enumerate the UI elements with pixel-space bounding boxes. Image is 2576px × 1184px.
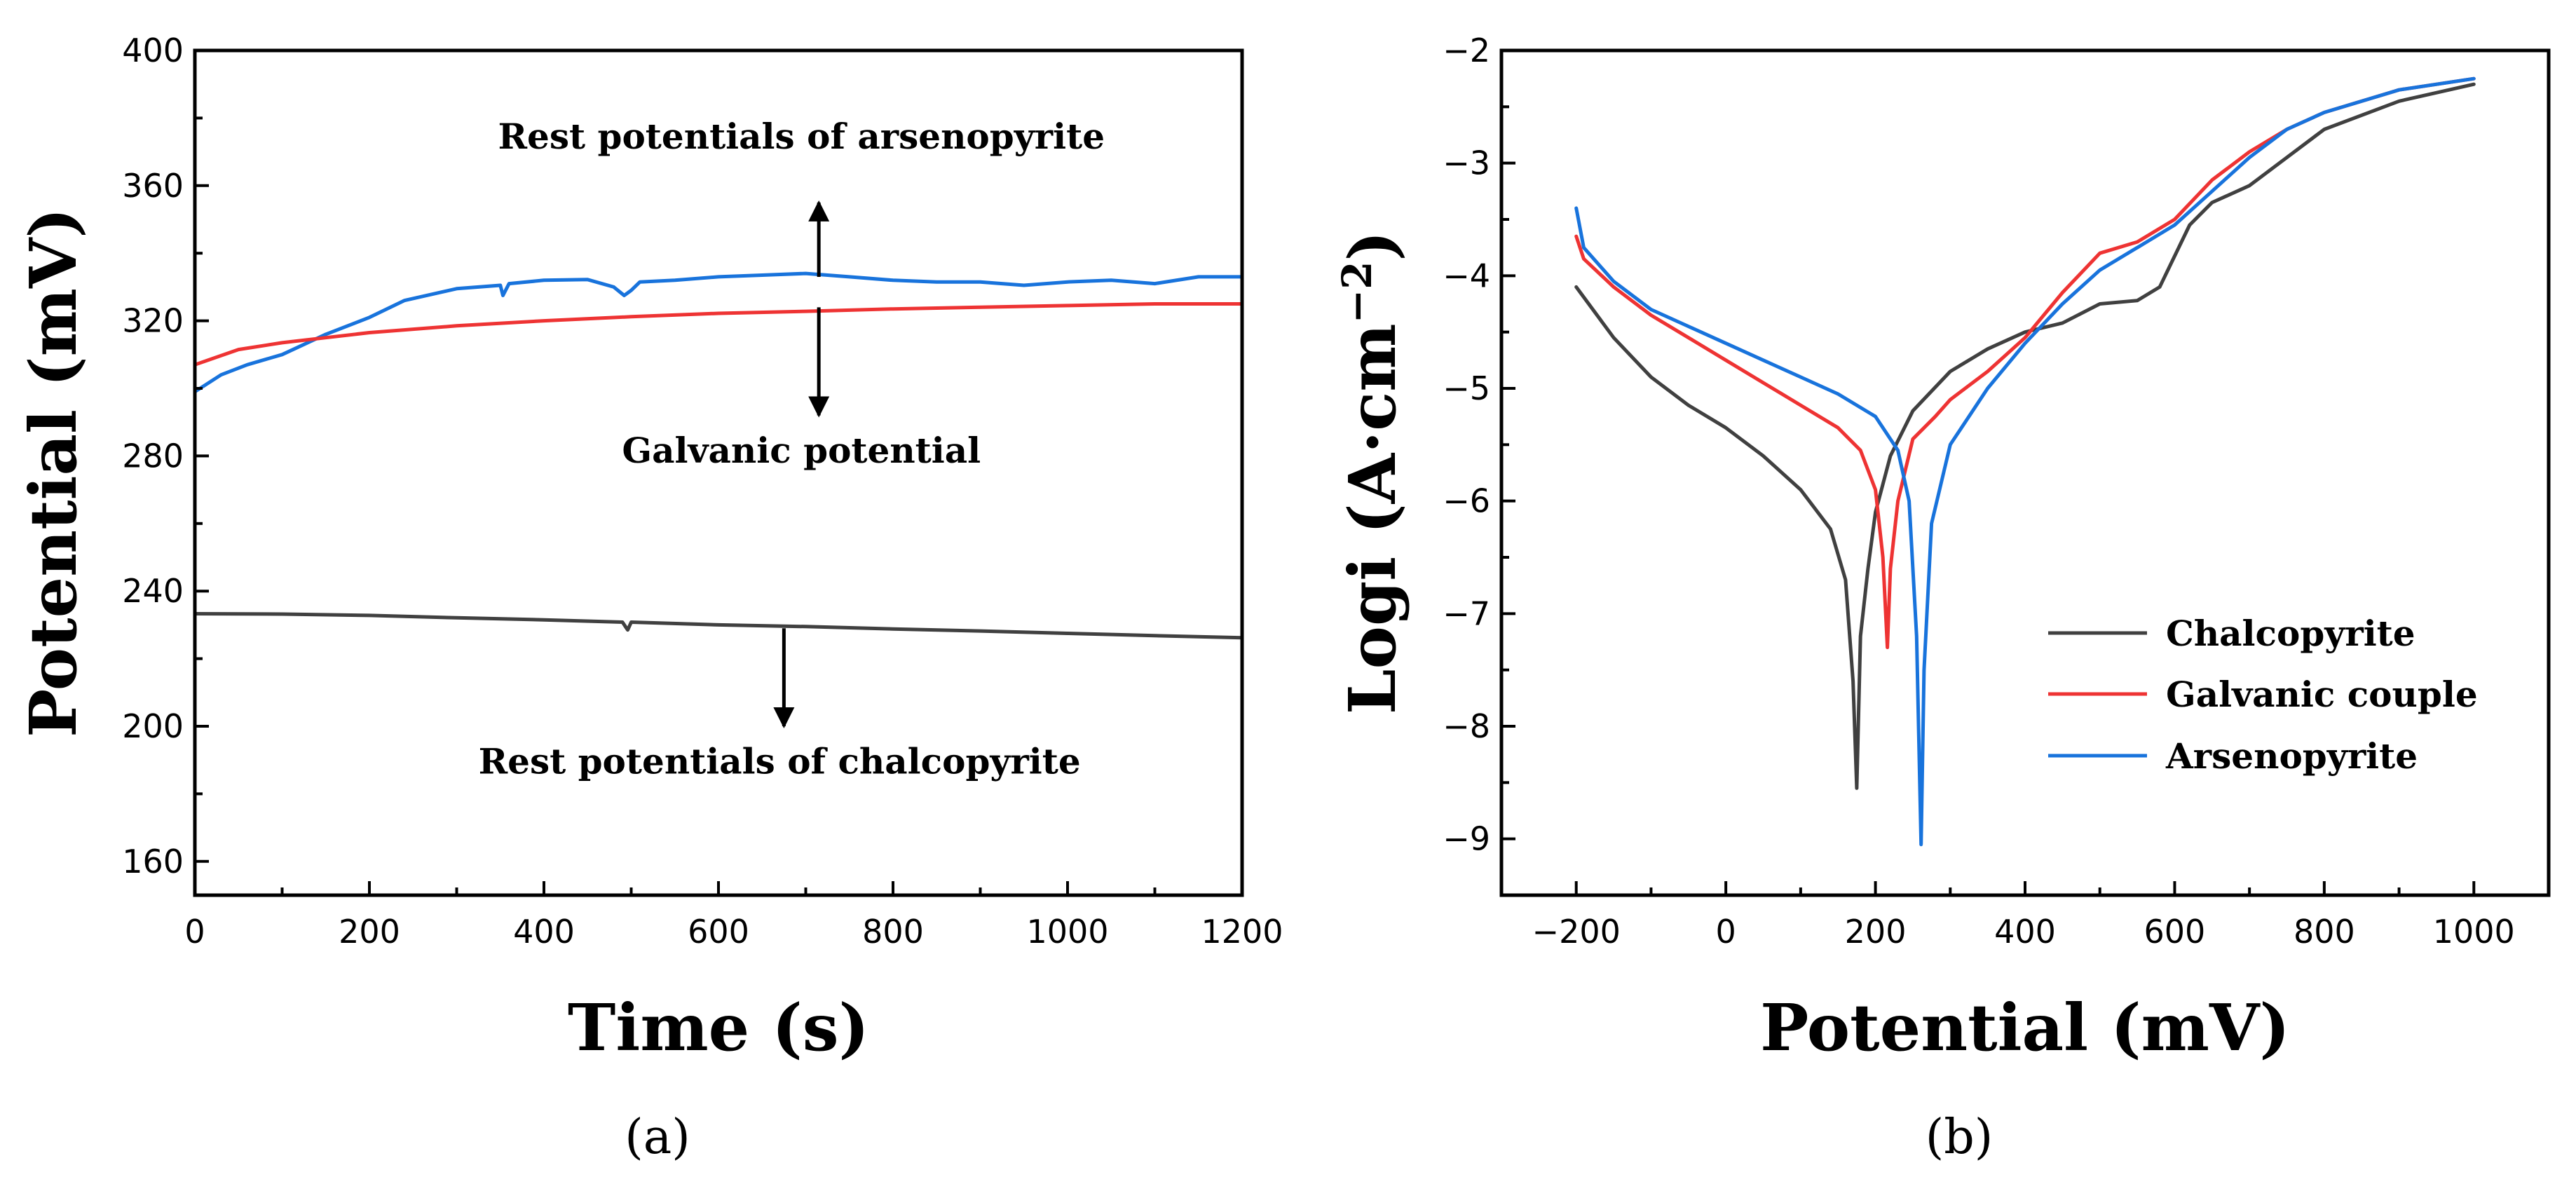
- x-tick-label: 400: [513, 913, 575, 951]
- y-tick-label: 400: [122, 32, 184, 69]
- panel-b-y-axis-title-main: Logi (A·cm: [1335, 323, 1410, 714]
- y-tick-label: 160: [122, 843, 184, 880]
- panel-a-arrows: [773, 200, 830, 728]
- y-tick-label: 200: [122, 707, 184, 745]
- panel-b-ticks: −200 0 200 400 600 800 1000 −9 −8 −7 −6 −5 −4 −3 −2: [1443, 32, 2550, 951]
- panel-a-y-axis-title: Potential (mV): [15, 207, 91, 737]
- y-tick-label: −9: [1443, 820, 1490, 858]
- y-tick-label: −5: [1443, 369, 1490, 407]
- panel-a-series: [193, 271, 1244, 640]
- legend-label-arsenopyrite: Arsenopyrite: [2165, 735, 2418, 777]
- y-tick-label: 360: [122, 167, 184, 205]
- panel-a-label: (a): [625, 1110, 690, 1165]
- x-tick-label: 800: [2294, 913, 2355, 951]
- x-tick-label: 200: [339, 913, 400, 951]
- annotation-arsenopyrite: Rest potentials of arsenopyrite: [498, 116, 1105, 157]
- y-tick-label: 280: [122, 437, 184, 475]
- panel-b-x-axis-title: Potential (mV): [1760, 990, 2290, 1066]
- panel-a-x-axis-title: Time (s): [568, 990, 869, 1066]
- series-chalcopyrite-rest-potential: [193, 612, 1244, 640]
- x-tick-label: 0: [184, 913, 205, 951]
- panel-b: −200 0 200 400 600 800 1000 −9 −8 −7 −6 −5 −4 −3 −2 Ch…: [1333, 32, 2551, 1165]
- panel-b-series: [1574, 76, 2476, 847]
- panel-b-label: (b): [1926, 1110, 1994, 1165]
- y-tick-label: −6: [1443, 482, 1490, 520]
- x-tick-label: 1200: [1201, 913, 1283, 951]
- panel-b-y-axis-title: Logi (A·cm−2): [1333, 231, 1410, 714]
- annotation-galvanic: Galvanic potential: [622, 430, 981, 471]
- panel-a: 0 200 400 600 800 1000 1200 160 200 240 280 320 360 4…: [15, 32, 1283, 1165]
- series-arsenopyrite-rest-potential: [193, 271, 1244, 394]
- x-tick-label: 1000: [2433, 913, 2515, 951]
- y-tick-label: −7: [1443, 594, 1490, 632]
- series-galvanic-potential: [193, 302, 1244, 367]
- x-tick-label: 400: [1994, 913, 2056, 951]
- panel-b-y-axis-title-exponent: −2: [1333, 261, 1381, 323]
- legend-label-galvanic-couple: Galvanic couple: [2166, 674, 2478, 715]
- y-tick-label: 240: [122, 572, 184, 610]
- annotation-chalcopyrite: Rest potentials of chalcopyrite: [479, 740, 1081, 782]
- x-tick-label: 600: [688, 913, 749, 951]
- x-tick-label: 200: [1845, 913, 1907, 951]
- y-tick-label: −3: [1443, 144, 1490, 182]
- y-tick-label: −2: [1443, 32, 1490, 69]
- x-tick-label: 1000: [1026, 913, 1108, 951]
- y-tick-label: 320: [122, 302, 184, 340]
- x-tick-label: −200: [1532, 913, 1621, 951]
- x-tick-label: 800: [862, 913, 924, 951]
- legend-label-chalcopyrite: Chalcopyrite: [2166, 613, 2415, 654]
- panel-a-ticks: 0 200 400 600 800 1000 1200 160 200 240 280 320 360 4…: [122, 32, 1283, 951]
- y-tick-label: −4: [1443, 257, 1490, 294]
- series-galvanic-couple: [1574, 76, 2476, 649]
- series-arsenopyrite: [1574, 76, 2476, 847]
- y-tick-label: −8: [1443, 707, 1490, 745]
- panel-b-y-axis-title-close: ): [1335, 231, 1410, 261]
- panel-b-legend: Chalcopyrite Galvanic couple Arsenopyrit…: [2048, 613, 2478, 777]
- x-tick-label: 600: [2144, 913, 2206, 951]
- series-chalcopyrite: [1574, 82, 2476, 790]
- x-tick-label: 0: [1716, 913, 1736, 951]
